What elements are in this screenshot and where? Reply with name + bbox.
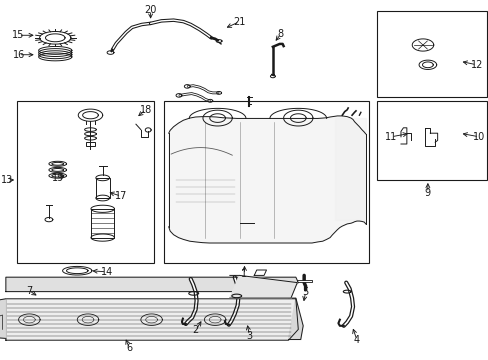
Text: 3: 3 — [246, 330, 252, 341]
Bar — [376, 11, 486, 97]
Bar — [163, 101, 368, 263]
Text: 13: 13 — [1, 175, 14, 185]
Bar — [85, 142, 95, 146]
Polygon shape — [6, 299, 298, 340]
Text: 19: 19 — [51, 173, 64, 183]
Polygon shape — [168, 116, 365, 243]
Text: 6: 6 — [126, 343, 132, 354]
Text: 8: 8 — [277, 29, 283, 39]
Text: 16: 16 — [12, 50, 25, 60]
Polygon shape — [229, 275, 297, 298]
Text: 10: 10 — [472, 132, 485, 142]
Polygon shape — [334, 118, 365, 220]
Text: 4: 4 — [353, 335, 359, 345]
Text: 18: 18 — [139, 105, 152, 115]
Text: 5: 5 — [302, 287, 308, 297]
Text: 2: 2 — [192, 325, 198, 336]
Polygon shape — [0, 299, 6, 338]
Text: 21: 21 — [233, 17, 245, 27]
Text: 17: 17 — [115, 191, 127, 201]
Text: 7: 7 — [26, 286, 32, 296]
Bar — [17, 101, 154, 263]
Text: 20: 20 — [144, 5, 157, 15]
Text: 9: 9 — [424, 188, 430, 198]
Bar — [376, 101, 486, 180]
Bar — [91, 209, 114, 238]
Bar — [96, 178, 109, 198]
Polygon shape — [6, 277, 298, 292]
Text: 14: 14 — [100, 267, 113, 277]
Polygon shape — [288, 298, 303, 339]
Text: 1: 1 — [241, 269, 247, 279]
Text: 11: 11 — [384, 132, 397, 142]
Text: 12: 12 — [469, 60, 482, 70]
Text: 15: 15 — [12, 30, 25, 40]
